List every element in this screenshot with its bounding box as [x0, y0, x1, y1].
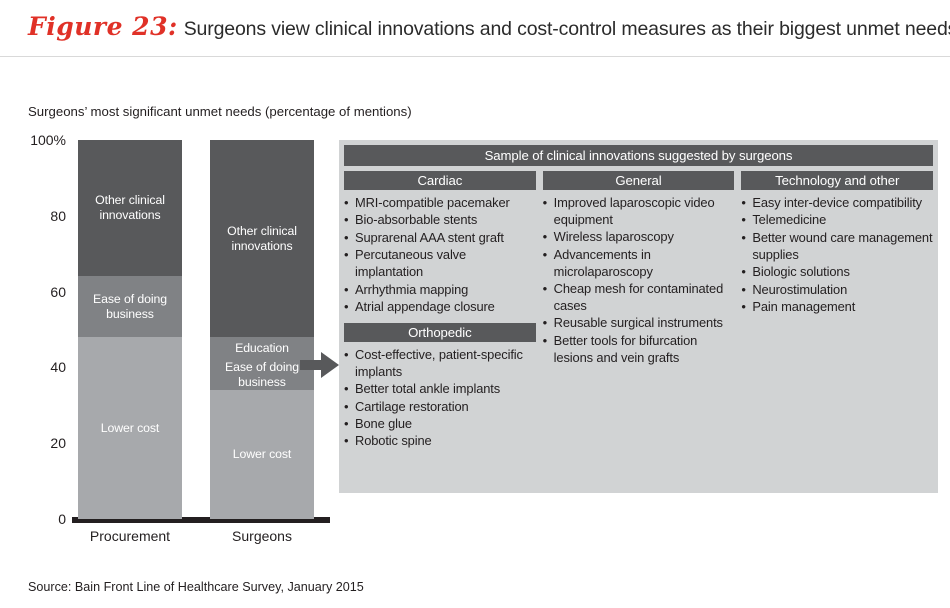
bullet-list: Easy inter-device compatibilityTelemedic…	[741, 194, 933, 316]
list-item: Suprarenal AAA stent graft	[344, 229, 536, 247]
list-item: Robotic spine	[344, 432, 536, 450]
list-item: Atrial appendage closure	[344, 298, 536, 316]
y-axis-tick-label: 0	[58, 511, 66, 527]
bar-segment: Other clinical innovations	[210, 140, 314, 338]
bar-segment-label: Lower cost	[232, 447, 292, 462]
panel-column-header: Technology and other	[741, 171, 934, 190]
bar-segment: Ease of doing business	[78, 276, 182, 338]
bar-segment-label: Other clinical innovations	[95, 193, 165, 223]
list-item: Pain management	[741, 298, 933, 316]
bullet-list: Improved laparoscopic video equipmentWir…	[543, 194, 735, 367]
page-title: Surgeons view clinical innovations and c…	[183, 18, 950, 40]
bullet-list: Cost-effective, patient-specific implant…	[344, 346, 536, 450]
list-item: Advancements in microlaparoscopy	[543, 246, 735, 281]
bar-segment-label: Lower cost	[100, 420, 160, 435]
panel-column-cardiac: Cardiac MRI-compatible pacemakerBio-absor…	[344, 171, 536, 451]
panel-title: Sample of clinical innovations suggested…	[344, 145, 933, 166]
panel-subsection-header: Orthopedic	[344, 322, 536, 342]
bullet-list: MRI-compatible pacemakerBio-absorbable s…	[344, 194, 536, 316]
list-item: Bone glue	[344, 415, 536, 433]
list-item: Biologic solutions	[741, 263, 933, 281]
list-item: Reusable surgical instruments	[543, 314, 735, 332]
figure-number: Figure 23:	[28, 12, 178, 41]
bar-segment-label: Ease of doing business	[225, 360, 299, 389]
list-item: Wireless laparoscopy	[543, 228, 735, 246]
list-item: Cartilage restoration	[344, 398, 536, 416]
y-axis-tick-label: 80	[50, 207, 66, 224]
y-axis-tick-label: 20	[50, 435, 66, 452]
list-item: Neurostimulation	[741, 281, 933, 299]
bar-segment: Lower cost	[210, 390, 314, 519]
list-item: Percutaneous valve implantation	[344, 246, 536, 281]
source-note: Source: Bain Front Line of Healthcare Su…	[28, 580, 364, 594]
list-item: Telemedicine	[741, 211, 933, 229]
x-axis-tick-label: Surgeons	[232, 528, 292, 544]
x-axis-tick-label: Procurement	[89, 528, 171, 544]
x-axis-line	[72, 517, 330, 523]
list-item: Improved laparoscopic video equipment	[543, 194, 735, 229]
bar-segment: Education	[210, 337, 314, 360]
panel-column-header: Cardiac	[344, 171, 536, 190]
list-item: Better total ankle implants	[344, 380, 536, 398]
chart-subtitle: Surgeons’ most significant unmet needs (…	[28, 104, 412, 119]
list-item: Cost-effective, patient-specific implant…	[344, 346, 536, 381]
panel-column-header: General	[542, 171, 735, 190]
bar-segment-label: Education	[235, 341, 289, 356]
list-item: Arrhythmia mapping	[344, 281, 536, 299]
list-item: Bio-absorbable stents	[344, 211, 536, 229]
panel-column-technology-and-other: Technology and other Easy inter-device co…	[741, 171, 934, 451]
y-axis-tick-label: 40	[50, 359, 66, 376]
bar-segment: Other clinical innovations	[78, 140, 182, 277]
list-item: MRI-compatible pacemaker	[344, 194, 536, 212]
list-item: Better wound care management supplies	[741, 229, 933, 264]
panel-column-general: General Improved laparoscopic video equip…	[542, 171, 735, 451]
panel-columns: Cardiac MRI-compatible pacemakerBio-absor…	[344, 171, 934, 451]
title-divider	[0, 56, 950, 57]
flow-arrow-icon	[300, 351, 340, 379]
bar-segment: Ease of doing business	[210, 359, 314, 391]
stacked-bar-chart: 100% 80 60 40 20 0 Other clinical innovations…	[0, 128, 950, 548]
y-axis-tick-label: 60	[50, 283, 66, 300]
list-item: Better tools for bifurcation lesions and…	[543, 332, 735, 367]
list-item: Easy inter-device compatibility	[741, 194, 933, 212]
y-axis-tick-label: 100%	[30, 132, 66, 148]
list-item: Cheap mesh for contaminated cases	[543, 280, 735, 315]
clinical-innovations-panel: Sample of clinical innovations suggested…	[339, 140, 938, 493]
bar-segment-label: Other clinical innovations	[227, 223, 297, 253]
y-axis: 100% 80 60 40 20 0	[0, 128, 66, 548]
bar-segment-label: Ease of doing business	[93, 292, 167, 321]
figure-title-block: Figure 23: Surgeons view clinical innovat…	[28, 12, 950, 46]
bar-segment: Lower cost	[78, 337, 182, 519]
